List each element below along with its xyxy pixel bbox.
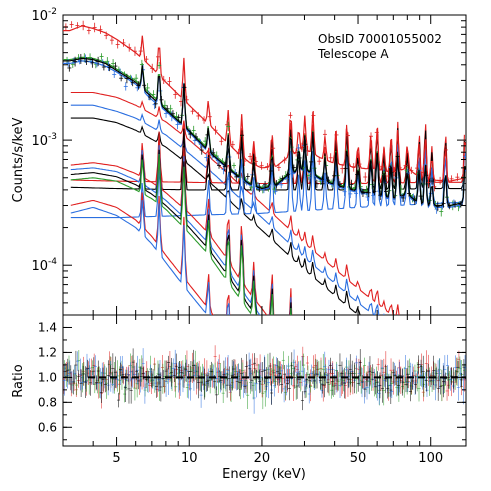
- x-tick-label: 10: [181, 451, 198, 466]
- model-curve-1: [70, 104, 385, 315]
- ratio-y-tick-label: 0.8: [38, 395, 57, 409]
- ratio-y-tick-label: 1.4: [38, 320, 57, 334]
- folded-model-0: [63, 25, 466, 182]
- ratio-points: [63, 345, 466, 414]
- x-axis-label: Energy (keV): [222, 467, 306, 482]
- x-tick-label: 50: [350, 451, 367, 466]
- folded-model-3: [63, 57, 466, 207]
- y-tick-label: 10-2: [31, 7, 57, 24]
- y-tick-label: 10-4: [31, 257, 57, 274]
- model-curves: [70, 91, 465, 315]
- ratio-y-tick-label: 1.0: [38, 370, 57, 384]
- ratio-y-tick-label: 0.6: [38, 420, 57, 434]
- model-curve-2: [70, 117, 372, 315]
- axis-ticks: [62, 14, 466, 446]
- data-points: [63, 20, 466, 217]
- model-curve-0: [70, 91, 400, 315]
- model-curve-11: [70, 200, 230, 315]
- x-tick-label: 20: [254, 451, 271, 466]
- model-curve-4: [70, 128, 465, 191]
- telescope-label: Telescope A: [317, 47, 389, 61]
- model-curve-3: [70, 121, 465, 185]
- x-tick-label: 100: [418, 451, 443, 466]
- ratio-y-axis-label: Ratio: [11, 364, 26, 397]
- model-curve-6: [70, 137, 293, 315]
- ratio-y-tick-label: 1.2: [38, 345, 57, 359]
- obsid-label: ObsID 70001055002: [318, 32, 442, 46]
- spectrum-y-axis-label: Counts/s/keV: [11, 117, 26, 202]
- x-tick-label: 5: [112, 451, 120, 466]
- y-tick-label: 10-3: [31, 132, 57, 149]
- model-curve-9: [70, 153, 292, 315]
- axis-tick-labels: 10-4 10-3 10-2 0.6 0.8 1.0 1.2 1.4 5 10 20 50 100: [31, 7, 443, 466]
